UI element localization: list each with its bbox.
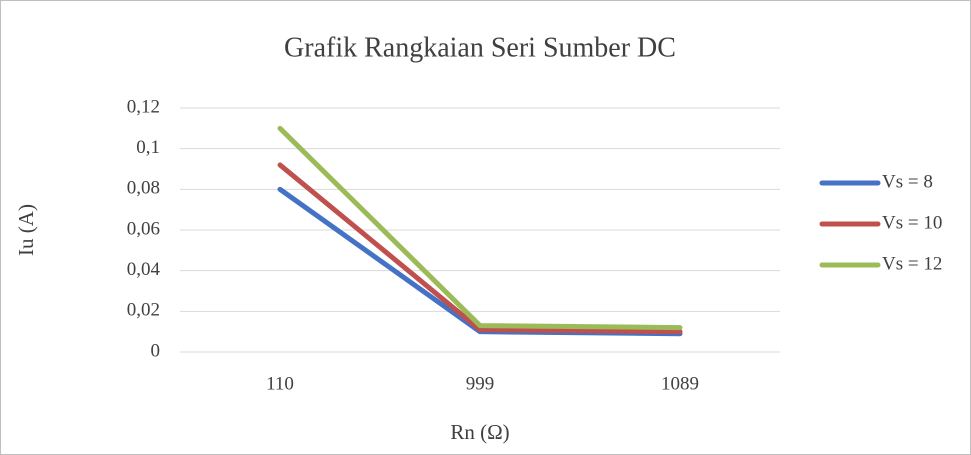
x-tick-label: 110 [266,373,294,394]
y-tick-label: 0,06 [127,218,160,239]
legend-label: Vs = 12 [882,253,942,274]
y-tick-label: 0,1 [136,137,160,158]
legend-label: Vs = 8 [882,171,933,192]
y-axis-label: Iu (A) [14,204,38,256]
x-axis-label: Rn (Ω) [450,420,509,444]
data-line [277,162,683,335]
y-tick-label: 0,08 [127,178,160,199]
y-tick-label: 0,12 [127,96,160,117]
chart-title: Grafik Rangkaian Seri Sumber DC [284,32,676,63]
legend-label: Vs = 10 [882,212,942,233]
y-tick-label: 0 [151,340,161,361]
y-tick-label: 0,02 [127,300,160,321]
x-tick-label: 1089 [661,373,699,394]
y-tick-label: 0,04 [127,259,161,280]
x-tick-label: 999 [466,373,495,394]
data-line [277,125,683,331]
